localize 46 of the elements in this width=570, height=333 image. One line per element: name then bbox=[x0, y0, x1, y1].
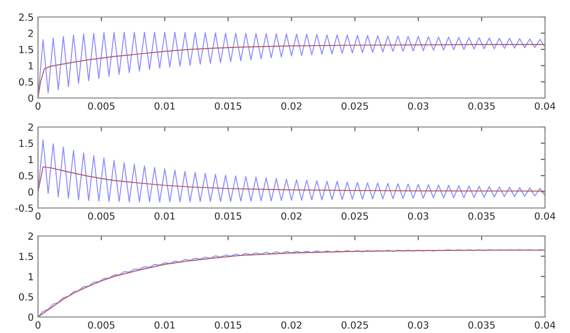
x-tick-label: 0.04 bbox=[534, 212, 556, 220]
y-tick-label: 1 bbox=[28, 273, 33, 280]
y-tick-label: 2 bbox=[28, 30, 33, 37]
x-tick-label: 0.005 bbox=[88, 212, 114, 220]
x-tick-label: 0 bbox=[36, 102, 40, 110]
x-tick-label: 0.015 bbox=[214, 321, 242, 329]
x-tick-label: 0.01 bbox=[154, 321, 175, 329]
y-tick-label: 1.5 bbox=[19, 252, 33, 260]
x-tick-label: 0.015 bbox=[214, 212, 242, 220]
x-tick-label: 0.015 bbox=[214, 102, 242, 110]
y-tick-label: 0.5 bbox=[19, 293, 33, 301]
y-tick-label: 1.5 bbox=[19, 140, 33, 148]
x-tick-label: 0.03 bbox=[408, 102, 428, 110]
x-tick-label: 0.03 bbox=[408, 212, 428, 220]
y-tick-label: 1.5 bbox=[19, 46, 33, 54]
y-tick-label: 0 bbox=[28, 313, 34, 321]
x-tick-label: 0.04 bbox=[534, 102, 556, 110]
x-tick-label: 0.03 bbox=[408, 321, 428, 329]
line-series bbox=[38, 166, 545, 192]
line-series bbox=[38, 139, 545, 202]
x-tick-label: 0.02 bbox=[281, 212, 302, 220]
y-tick-label: 0 bbox=[28, 188, 34, 196]
y-tick-label: 2.5 bbox=[19, 13, 33, 21]
y-tick-label: 0.5 bbox=[19, 78, 33, 86]
y-tick-label: 2 bbox=[28, 232, 33, 240]
x-tick-label: 0.035 bbox=[468, 102, 495, 110]
x-tick-label: 0.02 bbox=[281, 321, 302, 329]
x-tick-label: 0.005 bbox=[88, 102, 114, 110]
x-tick-label: 0.025 bbox=[342, 321, 368, 329]
y-tick-label: 0.5 bbox=[19, 172, 33, 180]
y-tick-label: 2 bbox=[28, 123, 33, 131]
x-tick-label: 0.035 bbox=[468, 321, 495, 329]
x-tick-label: 0.02 bbox=[281, 102, 302, 110]
y-tick-label: 0 bbox=[28, 94, 34, 102]
x-tick-label: 0.01 bbox=[154, 102, 175, 110]
x-tick-label: 0.01 bbox=[154, 212, 175, 220]
x-tick-label: 0.025 bbox=[342, 102, 368, 110]
x-tick-label: 0.04 bbox=[534, 321, 556, 329]
x-tick-label: 0.025 bbox=[342, 212, 368, 220]
x-tick-label: 0.005 bbox=[88, 321, 114, 329]
y-tick-label: -0.5 bbox=[15, 204, 33, 212]
y-tick-label: 1 bbox=[28, 156, 33, 164]
y-tick-label: 1 bbox=[28, 62, 33, 70]
x-tick-label: 0.035 bbox=[468, 212, 495, 220]
x-tick-label: 0 bbox=[36, 321, 40, 329]
x-tick-label: 0 bbox=[36, 212, 40, 220]
